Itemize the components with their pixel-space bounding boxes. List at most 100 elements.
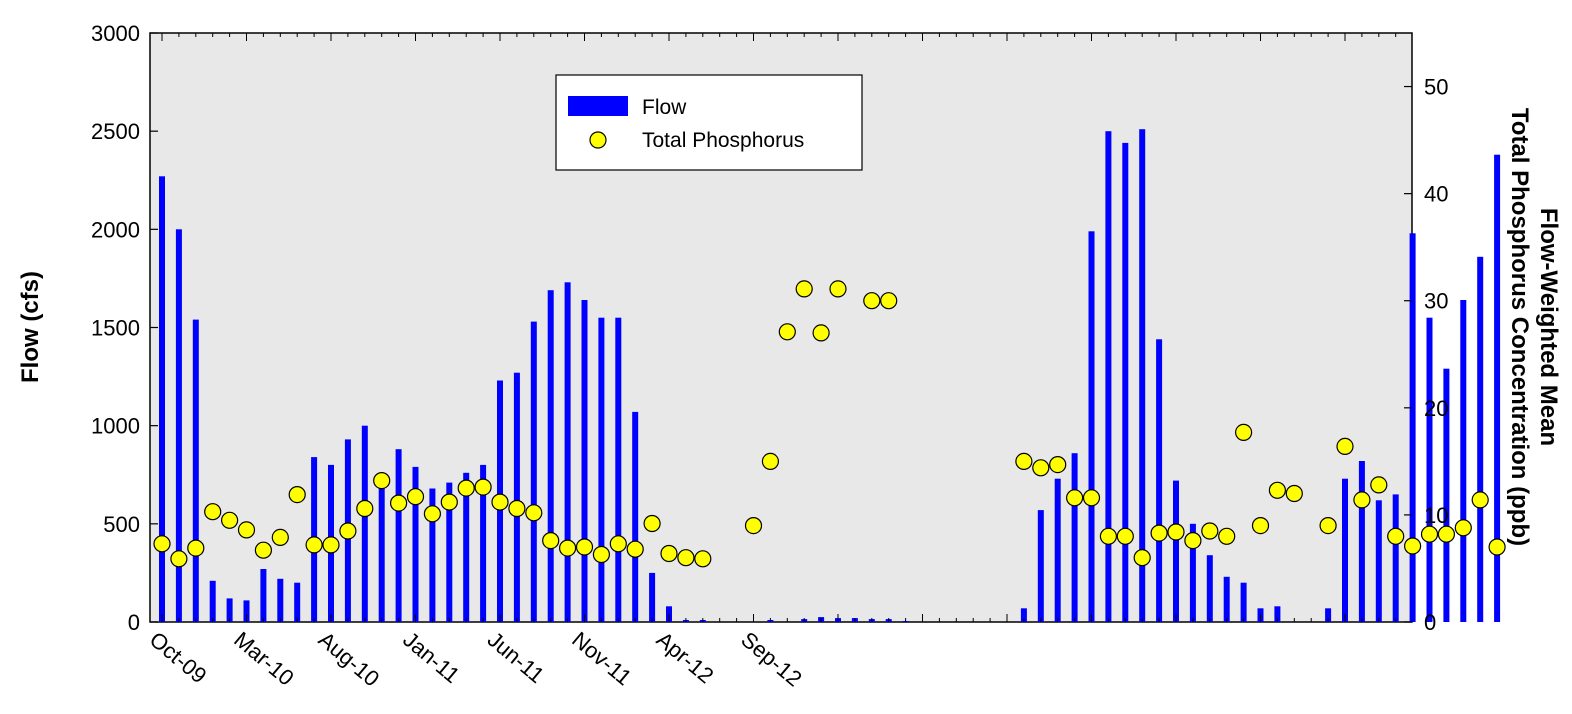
phosphorus-point: [1336, 437, 1354, 455]
phosphorus-point: [1184, 531, 1202, 550]
phosphorus-point: [237, 521, 256, 539]
flow-bar: [1206, 555, 1213, 622]
right-axis-title-line1: Flow-Weighted Mean: [1535, 208, 1562, 446]
left-tick-label: 0: [128, 610, 140, 635]
phosphorus-point: [204, 503, 222, 521]
flow-bar: [615, 317, 622, 622]
flow-bar: [1358, 461, 1365, 622]
phosphorus-point: [1065, 489, 1084, 507]
phosphorus-point: [1454, 519, 1472, 537]
phosphorus-point: [1488, 538, 1506, 556]
x-tick-label: Nov-11: [567, 627, 636, 691]
phosphorus-point: [440, 493, 458, 511]
flow-bar: [480, 464, 487, 622]
left-tick-label: 2500: [91, 119, 140, 144]
legend-phosphorus-marker: [589, 131, 607, 149]
phosphorus-point: [1049, 456, 1067, 474]
left-tick-label: 3000: [91, 21, 140, 46]
phosphorus-point: [1201, 522, 1219, 540]
phosphorus-point: [221, 511, 239, 529]
x-tick-label: Oct-09: [145, 627, 212, 689]
phosphorus-point: [1167, 523, 1185, 541]
flow-bar: [1156, 339, 1163, 622]
phosphorus-point: [474, 478, 492, 496]
phosphorus-point: [491, 493, 509, 511]
phosphorus-point: [508, 499, 526, 518]
flow-bar: [1342, 478, 1348, 622]
flow-bar: [1020, 608, 1027, 622]
phosphorus-point: [406, 488, 425, 506]
phosphorus-point: [677, 549, 695, 567]
flow-bar: [1189, 523, 1196, 622]
right-tick-label: 50: [1424, 75, 1448, 100]
flow-bar: [1375, 500, 1382, 622]
flow-bar: [395, 449, 402, 622]
x-tick-label: Sep-12: [736, 627, 806, 692]
phosphorus-point: [1015, 452, 1033, 470]
left-tick-label: 500: [103, 512, 140, 537]
right-axis-title-line2: Total Phosphorus Concentration (ppb): [1506, 108, 1533, 546]
phosphorus-point: [778, 323, 796, 341]
flow-bar: [277, 578, 284, 622]
phosphorus-point: [744, 516, 763, 535]
flow-bar: [1071, 453, 1078, 622]
left-tick-label: 1500: [91, 316, 140, 341]
flow-bar: [294, 582, 301, 622]
phosphorus-point: [1285, 484, 1303, 503]
phosphorus-point: [187, 539, 205, 557]
phosphorus-point: [390, 494, 408, 512]
phosphorus-point: [1353, 491, 1371, 509]
phosphorus-point: [271, 528, 289, 547]
flow-bar: [446, 482, 453, 622]
flow-bar: [378, 484, 385, 622]
flow-bar: [1274, 606, 1281, 622]
phosphorus-point: [1319, 516, 1337, 535]
phosphorus-points: [153, 280, 1506, 568]
left-tick-label: 2000: [91, 217, 140, 242]
flow-bar: [1426, 317, 1433, 622]
legend-phosphorus-label: Total Phosphorus: [642, 129, 804, 152]
right-tick-label: 10: [1424, 503, 1448, 528]
flow-bar: [412, 466, 419, 622]
phosphorus-point: [1437, 525, 1456, 543]
flow-bar: [1037, 510, 1044, 622]
left-tick-label: 1000: [91, 414, 140, 439]
phosphorus-point: [1082, 489, 1101, 507]
flow-bar: [226, 598, 233, 622]
phosphorus-point: [761, 452, 780, 470]
phosphorus-point: [254, 541, 272, 559]
flow-bar: [192, 319, 199, 622]
phosphorus-point: [660, 544, 678, 563]
flow-bar: [564, 282, 571, 622]
phosphorus-point: [558, 539, 577, 557]
flow-bar: [209, 580, 216, 622]
legend-flow-label: Flow: [642, 96, 687, 119]
flow-bar: [513, 372, 520, 622]
phosphorus-point: [829, 280, 847, 298]
phosphorus-point: [305, 536, 323, 554]
flow-bar: [463, 472, 470, 622]
phosphorus-point: [339, 522, 357, 540]
phosphorus-point: [592, 545, 611, 564]
flow-bar: [632, 411, 639, 622]
flow-bar: [530, 321, 537, 622]
flow-bar: [1122, 142, 1129, 622]
right-tick-label: 30: [1424, 289, 1448, 314]
right-tick-label: 0: [1424, 610, 1436, 635]
phosphorus-point: [1116, 527, 1134, 545]
right-axis: 0 10 20 30 40 50: [1404, 75, 1448, 635]
phosphorus-point: [373, 472, 391, 490]
flow-bar: [1223, 576, 1230, 622]
phosphorus-point: [423, 505, 441, 523]
phosphorus-point: [812, 324, 830, 342]
phosphorus-point: [457, 479, 475, 497]
phosphorus-point: [542, 531, 560, 550]
phosphorus-point: [322, 536, 340, 554]
flow-bar: [361, 425, 368, 622]
flow-bar: [1088, 231, 1095, 623]
phosphorus-point: [575, 538, 594, 556]
flow-bar: [159, 176, 165, 623]
phosphorus-point: [153, 535, 171, 553]
phosphorus-point: [1032, 459, 1050, 477]
